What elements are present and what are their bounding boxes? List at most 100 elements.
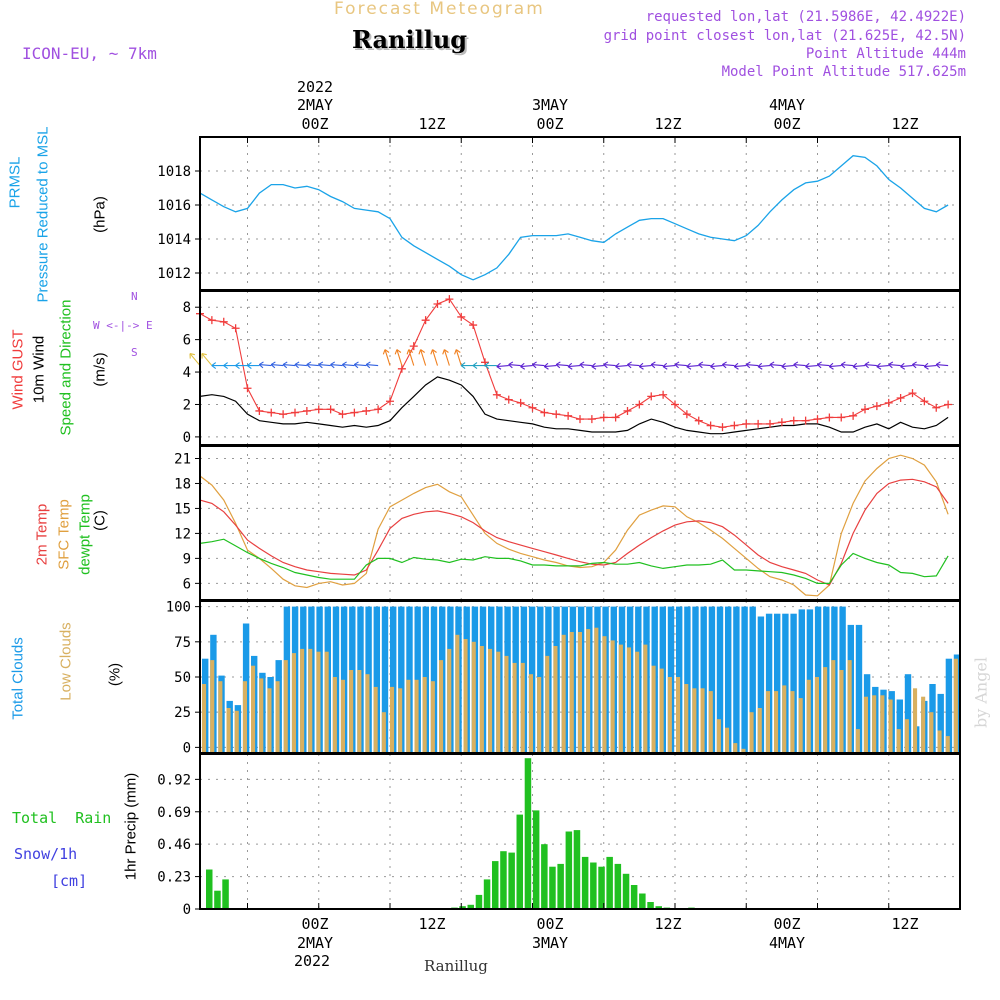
temp-ytick-label: 12 — [174, 526, 191, 542]
low-cloud-bar — [463, 639, 468, 753]
wind-direction-arrow — [318, 364, 331, 367]
wind-arrow-head — [520, 362, 526, 370]
gust-marker — [492, 390, 501, 399]
total-cloud-bar — [749, 606, 756, 753]
gust-marker — [302, 406, 311, 415]
low-cloud-bar — [447, 648, 452, 753]
wind-direction-arrow — [829, 365, 842, 368]
wind-direction-arrow — [282, 364, 296, 367]
low-cloud-bar — [945, 736, 950, 753]
low-cloud-bar — [610, 640, 615, 753]
wind-direction-arrow — [431, 349, 439, 366]
low-cloud-bar — [324, 651, 329, 753]
low-cloud-bar — [798, 698, 803, 753]
low-cloud-bar — [741, 748, 746, 753]
low-cloud-bar — [561, 634, 566, 753]
clouds-ytick-label: 0 — [183, 740, 191, 756]
wind-ytick-label: 8 — [183, 300, 191, 316]
gust-marker — [944, 400, 953, 409]
rain-bar — [590, 862, 597, 909]
wind-direction-arrow — [781, 365, 794, 368]
wind-direction-arrow — [420, 349, 427, 366]
wind-arrow-head — [211, 362, 217, 370]
rain-bar — [492, 861, 499, 909]
rain-bar — [524, 758, 532, 909]
precip-ytick-label: 0.46 — [157, 837, 191, 853]
top-time-label: 12Z — [418, 115, 445, 133]
precip-frame — [199, 753, 961, 910]
gust-marker — [730, 421, 739, 430]
wind-direction-arrow — [508, 364, 521, 367]
wind-arrow-head — [270, 361, 276, 369]
rain-bar — [532, 810, 540, 909]
gust-marker — [540, 408, 549, 417]
top-time-label: 12Z — [654, 115, 681, 133]
wind-arrow-head — [781, 362, 787, 370]
pressure-line — [199, 155, 949, 281]
bottom-time-label: 12Z — [418, 915, 445, 933]
gust-marker — [576, 415, 584, 424]
gust-marker — [445, 295, 454, 304]
wind-arrow-head — [342, 361, 347, 369]
gust-marker — [599, 413, 608, 422]
gust-marker — [564, 411, 573, 420]
gust-marker — [504, 395, 513, 404]
rain-bar — [549, 866, 556, 909]
bottom-date-label: 3MAY — [532, 934, 568, 952]
low-cloud-bar — [553, 646, 558, 753]
wind-arrow-head — [733, 362, 739, 370]
low-cloud-bar — [226, 708, 231, 753]
wind-direction-arrow — [408, 349, 415, 366]
wind-direction-arrow — [924, 365, 937, 368]
gust-marker — [279, 410, 288, 419]
bottom-time-label: 00Z — [536, 915, 563, 933]
wind-direction-arrow — [805, 365, 818, 368]
wind-arrow-head — [900, 362, 906, 370]
gust-marker — [433, 299, 442, 308]
low-cloud-bar — [782, 685, 787, 753]
wind-direction-arrow — [710, 365, 723, 368]
wind-arrow-head — [496, 362, 502, 370]
rain-bar — [541, 844, 548, 909]
low-cloud-bar — [667, 677, 672, 753]
compass-n: N — [131, 290, 138, 303]
wind-direction-arrow — [330, 364, 343, 367]
wind-direction-arrow — [841, 364, 854, 367]
low-cloud-bar — [422, 677, 427, 753]
gust-marker — [587, 415, 596, 424]
low-cloud-bar — [855, 729, 860, 753]
wind-arrow-head — [330, 361, 336, 369]
wind-ytick-label: 4 — [183, 365, 191, 381]
gust-marker — [896, 393, 905, 402]
low-cloud-bar — [937, 730, 942, 753]
clouds-ytick-label: 75 — [174, 635, 191, 651]
wind-direction-arrow — [294, 364, 307, 367]
precip-label-snow-unit: [cm] — [51, 872, 88, 890]
low-cloud-bar — [626, 647, 631, 753]
wind-arrow-head — [406, 349, 414, 355]
bottom-year-label: 2022 — [294, 952, 330, 970]
total-cloud-bar — [692, 606, 699, 753]
low-cloud-bar — [594, 627, 599, 753]
low-cloud-bar — [406, 679, 411, 753]
low-cloud-bar — [823, 667, 828, 753]
grid-point-coordinates: grid point closest lon,lat (21.625E, 42.… — [603, 28, 966, 44]
wind-direction-arrow — [722, 364, 735, 367]
wind-arrow-head — [638, 362, 644, 370]
wind-arrow-head — [223, 362, 228, 370]
wind-arrow-head — [686, 362, 692, 370]
rain-bar — [647, 902, 654, 909]
gust-marker — [861, 405, 869, 414]
wind-arrow-head — [888, 361, 894, 369]
wind-arrow-head — [258, 361, 264, 369]
low-cloud-bar — [349, 670, 354, 753]
wind-ytick-label: 6 — [183, 333, 191, 349]
compass-west-east: W <-|-> E — [93, 319, 153, 332]
low-cloud-bar — [455, 634, 460, 753]
total-cloud-bar — [855, 624, 863, 753]
rain-bar — [655, 906, 662, 909]
rain-bar — [222, 879, 229, 909]
total-cloud-bar — [798, 609, 805, 753]
wind-arrow-head — [353, 361, 359, 369]
location-title: Ranillug — [352, 25, 468, 54]
